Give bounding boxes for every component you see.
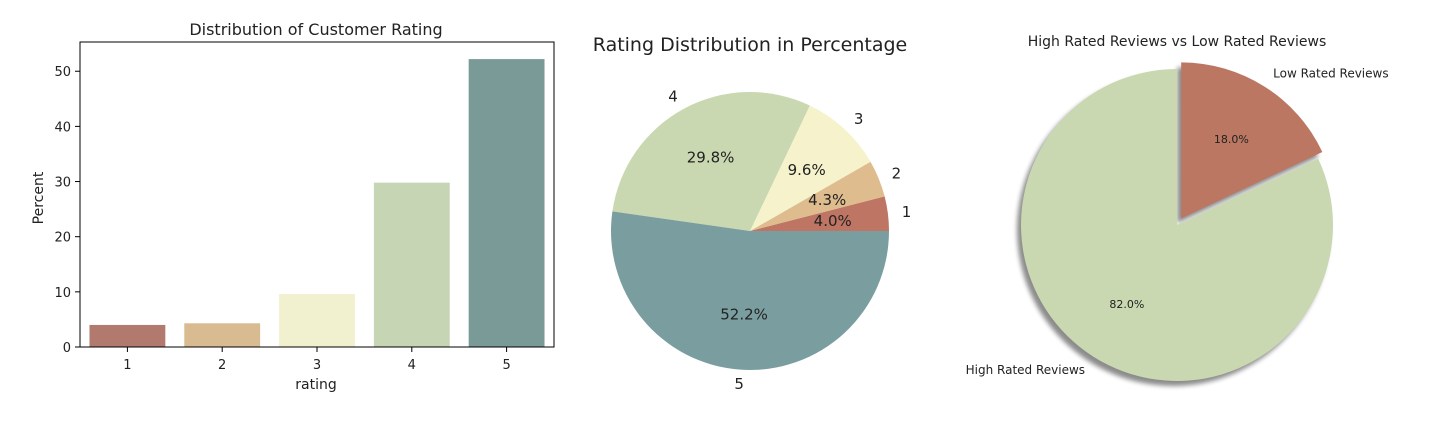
pie-slice-2: [750, 161, 885, 231]
pie-slice-percent-label: 9.6%: [788, 161, 826, 179]
pie1-title: Rating Distribution in Percentage: [593, 34, 907, 56]
pie-slice-percent-label: 4.0%: [814, 212, 852, 230]
bar-4: [373, 182, 450, 347]
bar-chart-title: Distribution of Customer Rating: [189, 20, 442, 39]
pie2-title: High Rated Reviews vs Low Rated Reviews: [1028, 34, 1327, 50]
bar-x-tick-label: 5: [502, 358, 510, 373]
bar-2: [184, 323, 261, 347]
bar-x-tick-label: 2: [218, 358, 226, 373]
bar-y-tick-label: 50: [54, 65, 71, 80]
pie-slice-1: [750, 196, 889, 231]
pie-slice-percent-label: 52.2%: [720, 305, 768, 323]
pie-slice-category-label: 1: [902, 203, 912, 221]
pie-slice-percent-label: 18.0%: [1214, 133, 1249, 146]
pie-slice-percent-label: 82.0%: [1109, 298, 1144, 311]
pie1-slices: [611, 92, 890, 370]
pie-slice-category-label: 2: [892, 165, 902, 183]
pie-slice-percent-label: 29.8%: [687, 149, 735, 167]
bar-y-label: Percent: [31, 171, 47, 224]
pie-slice-percent-label: 4.3%: [808, 191, 846, 209]
bar-chart: Distribution of Customer Rating 0 10 20 30 4…: [31, 20, 555, 393]
bar-y-axis: 0 10 20 30 40 50: [54, 65, 80, 356]
bar-x-tick-label: 4: [408, 358, 416, 373]
bar-x-axis: 1 2 3 4 5: [123, 347, 511, 373]
pie-slice-category-label: 4: [668, 87, 678, 105]
pie2-slices: [1021, 62, 1333, 382]
pie-slice-5: [611, 211, 890, 370]
pie-slice-category-label: 3: [854, 110, 864, 128]
bar-y-tick-label: 40: [54, 120, 71, 135]
bar-plot-frame: [79, 41, 555, 348]
bar-5: [468, 59, 545, 347]
bar-y-tick-label: 10: [54, 286, 71, 301]
bar-3: [279, 294, 355, 347]
pie-slice-4: [612, 92, 810, 231]
bar-y-tick-label: 20: [54, 231, 71, 246]
pie2-labels: 18.0% Low Rated Reviews 82.0% High Rated Re…: [966, 67, 1389, 377]
pie-slice-3: [750, 105, 871, 231]
bar-marks: [89, 59, 545, 347]
pie1-labels: 4.0% 1 4.3% 2 9.6% 3 29.8% 4 52.2% 5: [668, 87, 911, 392]
bar-x-tick-label: 1: [123, 358, 131, 373]
bar-x-label: rating: [295, 377, 336, 393]
pie-slice-high-rated-reviews: [1021, 69, 1333, 382]
pie-slice-category-label: Low Rated Reviews: [1273, 67, 1388, 81]
bar-1: [89, 324, 166, 347]
rating-pie-chart: Rating Distribution in Percentage 4.0% 14…: [593, 34, 911, 393]
pie-slice-category-label: High Rated Reviews: [966, 363, 1085, 377]
bar-y-tick-label: 0: [63, 341, 71, 356]
pie-slice-low-rated-reviews: [1181, 62, 1323, 219]
pie-slice-category-label: 5: [734, 375, 744, 393]
high-low-pie-chart: High Rated Reviews vs Low Rated Reviews …: [966, 34, 1389, 386]
bar-y-tick-label: 30: [54, 176, 71, 191]
bar-x-tick-label: 3: [313, 358, 321, 373]
